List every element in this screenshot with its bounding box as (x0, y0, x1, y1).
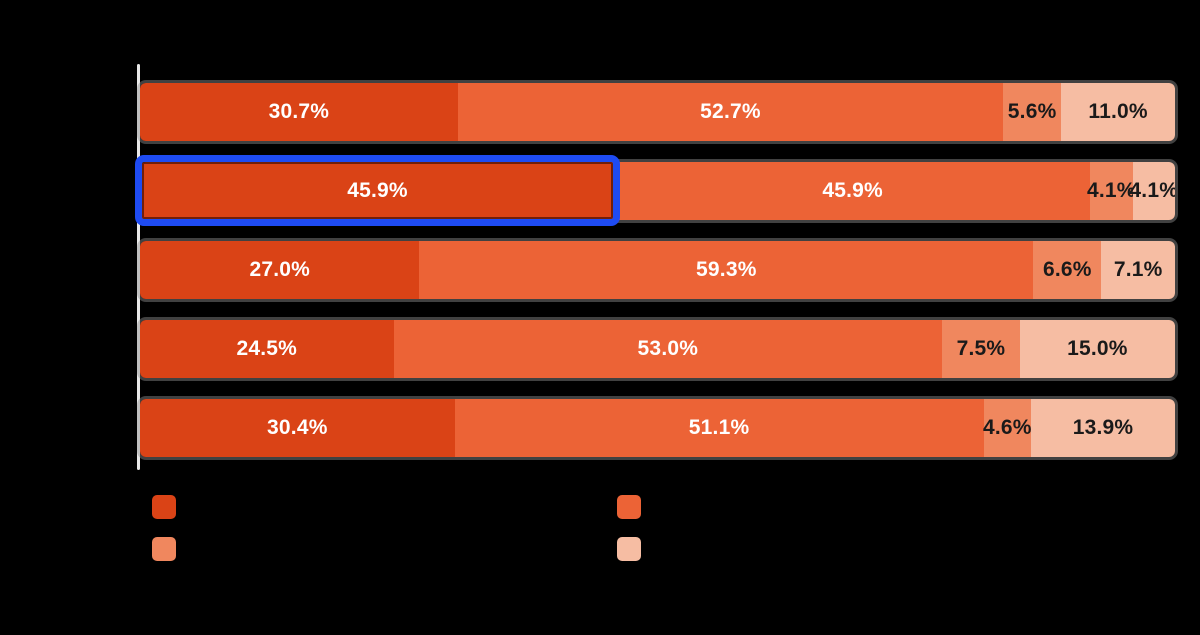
segment-value-label: 4.1% (1086, 179, 1136, 202)
stacked-bar-plot-area: 30.7% 52.7% 5.6% 11.0% 45.9% 45.9% 4.1% 4.1% 27.… (135, 83, 1175, 457)
segment-value-label: 45.9% (822, 179, 883, 202)
bar-row: 30.4% 51.1% 4.6% 13.9% (140, 399, 1175, 457)
stacked-bar: 45.9% 45.9% 4.1% 4.1% (140, 162, 1175, 220)
bar-segment-segment-3-salmon[interactable]: 5.6% (1003, 83, 1062, 141)
stacked-bar: 30.4% 51.1% 4.6% 13.9% (140, 399, 1175, 457)
bar-segment-segment-4-light-peach[interactable]: 4.1% (1129, 162, 1175, 220)
legend-swatch-salmon (152, 536, 176, 561)
stacked-bar: 30.7% 52.7% 5.6% 11.0% (140, 83, 1175, 141)
segment-value-label: 4.6% (982, 416, 1032, 439)
legend-swatch-light-peach (617, 536, 641, 561)
stacked-bar: 27.0% 59.3% 6.6% 7.1% (140, 241, 1175, 299)
bar-segment-segment-2-orange[interactable]: 59.3% (419, 241, 1034, 299)
stacked-bar: 24.5% 53.0% 7.5% 15.0% (140, 320, 1175, 378)
segment-value-label: 52.7% (700, 100, 761, 123)
segment-value-label: 6.6% (1042, 258, 1092, 281)
bar-segment-segment-1-dark-orange[interactable]: 45.9% (140, 162, 616, 220)
bar-segment-segment-4-light-peach[interactable]: 15.0% (1019, 320, 1175, 378)
bar-segment-segment-1-dark-orange[interactable]: 24.5% (140, 320, 394, 378)
legend-item[interactable] (152, 536, 186, 561)
segment-value-label: 53.0% (637, 337, 699, 360)
segment-value-label: 15.0% (1067, 337, 1128, 360)
legend-item[interactable] (617, 536, 651, 561)
bar-segment-segment-3-salmon[interactable]: 7.5% (942, 320, 1020, 378)
legend-item[interactable] (152, 494, 186, 519)
bar-segment-segment-2-orange[interactable]: 53.0% (393, 320, 943, 378)
segment-value-label: 4.1% (1129, 179, 1175, 202)
bar-segment-segment-2-orange[interactable]: 52.7% (457, 83, 1004, 141)
bar-row: 45.9% 45.9% 4.1% 4.1% (135, 155, 1175, 226)
bar-segment-segment-1-dark-orange[interactable]: 27.0% (140, 241, 420, 299)
bar-row: 30.7% 52.7% 5.6% 11.0% (140, 83, 1175, 141)
segment-value-label: 51.1% (688, 416, 750, 439)
bar-segment-segment-3-salmon[interactable]: 6.6% (1033, 241, 1102, 299)
bar-segment-segment-4-light-peach[interactable]: 11.0% (1061, 83, 1175, 141)
segment-value-label: 24.5% (236, 337, 298, 360)
bar-segment-segment-1-dark-orange[interactable]: 30.4% (140, 399, 455, 457)
bar-segment-segment-2-orange[interactable]: 51.1% (454, 399, 984, 457)
legend-item[interactable] (617, 494, 651, 519)
segment-value-label: 7.1% (1113, 258, 1163, 281)
segment-value-label: 59.3% (696, 258, 757, 281)
segment-value-label: 30.4% (267, 416, 328, 439)
bar-segment-segment-3-salmon[interactable]: 4.6% (982, 399, 1032, 457)
bar-segment-segment-4-light-peach[interactable]: 7.1% (1101, 241, 1175, 299)
legend-swatch-orange (617, 494, 641, 519)
bar-row: 27.0% 59.3% 6.6% 7.1% (140, 241, 1175, 299)
bar-segment-segment-1-dark-orange[interactable]: 30.7% (140, 83, 458, 141)
bar-segment-segment-2-orange[interactable]: 45.9% (615, 162, 1091, 220)
segment-value-label: 11.0% (1088, 100, 1148, 123)
bar-segment-segment-4-light-peach[interactable]: 13.9% (1031, 399, 1175, 457)
bar-segment-segment-3-salmon[interactable]: 4.1% (1087, 162, 1135, 220)
segment-value-label: 45.9% (347, 179, 408, 202)
legend-swatch-dark-orange (152, 494, 176, 519)
bar-row: 24.5% 53.0% 7.5% 15.0% (140, 320, 1175, 378)
segment-value-label: 7.5% (956, 337, 1006, 360)
segment-value-label: 30.7% (268, 100, 330, 123)
category-axis-line (137, 64, 140, 470)
segment-value-label: 13.9% (1072, 416, 1134, 439)
segment-value-label: 5.6% (1007, 100, 1057, 123)
segment-value-label: 27.0% (249, 258, 310, 281)
